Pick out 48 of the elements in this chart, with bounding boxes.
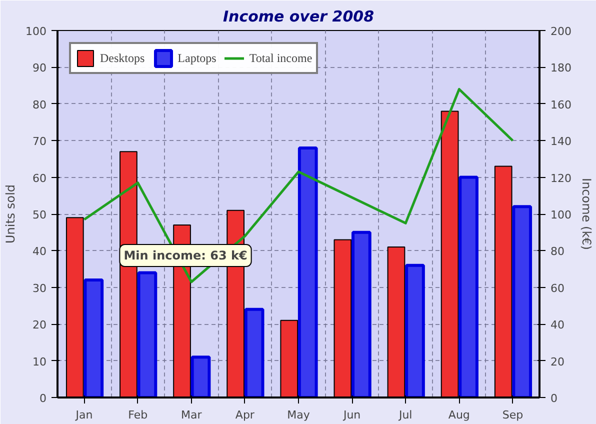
y-axis-title: Units sold (4, 184, 18, 244)
bar (84, 278, 104, 398)
bar (405, 264, 425, 398)
x-tick-label: May (287, 408, 310, 422)
chart-title: Income over 2008 (222, 8, 374, 26)
bar (298, 146, 318, 398)
bar (351, 230, 372, 398)
x-tick-label: Mar (181, 408, 202, 422)
line-series (83, 88, 514, 284)
y2-tick-label: 200 (550, 25, 572, 38)
y2-tick-label: 100 (550, 208, 572, 222)
y-tick-label: 70 (32, 135, 47, 148)
y2-tick-label: 20 (550, 355, 564, 368)
x-tick-label: Jan (74, 408, 93, 422)
y2-tick-label: 40 (550, 318, 564, 332)
y2-tick-label: 0 (550, 392, 558, 405)
x-tick-label: Aug (448, 408, 470, 422)
x-tick-label: Apr (235, 408, 255, 422)
legend-label: Laptops (178, 50, 216, 66)
bar (512, 205, 532, 398)
y-tick-label: 20 (32, 318, 47, 332)
y-tick-label: 60 (32, 172, 47, 185)
x-tick-label: Feb (128, 408, 148, 422)
y-tick-label: 80 (32, 98, 47, 112)
bar (190, 356, 211, 398)
bar (244, 308, 264, 398)
y2-tick-label: 80 (550, 245, 564, 258)
y2-tick-label: 60 (550, 282, 564, 295)
x-tick-label: Jul (398, 408, 412, 422)
y-tick-label: 90 (32, 62, 47, 75)
y2-tick-label: 140 (550, 135, 572, 148)
bar (137, 271, 158, 398)
y-tick-label: 0 (40, 392, 46, 405)
y2-tick-label: 120 (550, 172, 572, 185)
y-tick-label: 50 (32, 208, 47, 222)
legend-label: Desktops (100, 50, 145, 66)
y-tick-label: 40 (32, 245, 47, 258)
annotation: Min income: 63 k€ (124, 248, 248, 262)
legend-label: Total income (249, 50, 312, 66)
y-tick-label: 10 (32, 355, 47, 368)
y2-tick-label: 180 (550, 62, 572, 75)
x-tick-label: Jun (342, 408, 361, 422)
bar (458, 176, 478, 398)
y2-axis-title: Income (k€) (579, 178, 594, 250)
y2-tick-label: 160 (550, 98, 572, 112)
y-tick-label: 30 (32, 282, 47, 295)
y-tick-label: 100 (26, 25, 47, 38)
x-tick-label: Sep (502, 408, 524, 422)
